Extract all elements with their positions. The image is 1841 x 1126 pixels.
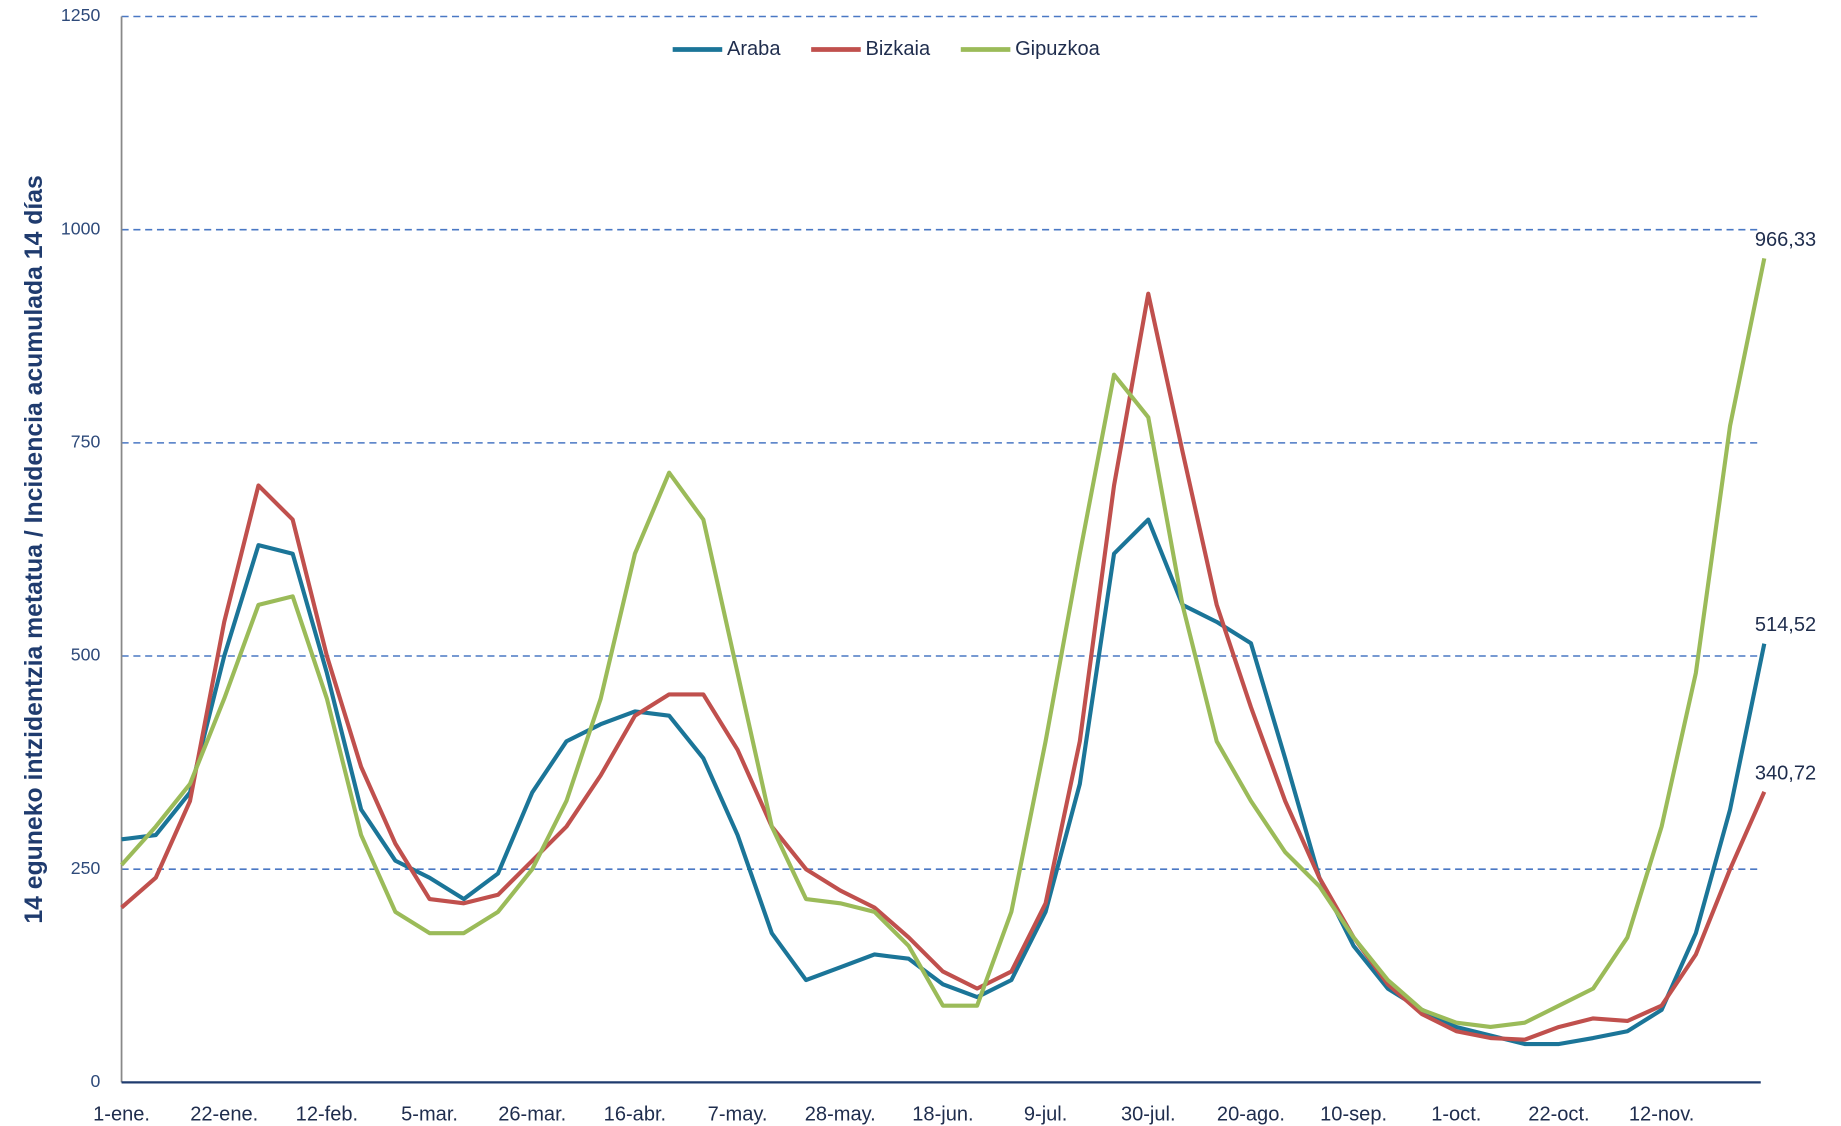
data-label: 340,72 <box>1755 762 1816 784</box>
x-tick-label: 9-jul. <box>1024 1104 1067 1126</box>
x-tick-label: 12-feb. <box>296 1104 358 1126</box>
y-tick-label: 500 <box>71 645 101 665</box>
y-tick-label: 250 <box>71 858 101 878</box>
x-tick-label: 7-may. <box>708 1104 768 1126</box>
x-tick-label: 26-mar. <box>498 1104 566 1126</box>
y-tick-label: 1250 <box>61 5 101 25</box>
x-tick-label: 12-nov. <box>1629 1104 1694 1126</box>
x-tick-label: 18-jun. <box>912 1104 973 1126</box>
x-tick-label: 28-may. <box>805 1104 876 1126</box>
data-label: 966,33 <box>1755 229 1816 251</box>
legend-label: Bizkaia <box>865 38 931 60</box>
y-axis-label: 14 eguneko intzidentzia metatua / Incide… <box>21 175 48 923</box>
x-tick-label: 30-jul. <box>1121 1104 1176 1126</box>
y-tick-label: 0 <box>90 1071 100 1091</box>
legend-label: Araba <box>727 38 781 60</box>
x-tick-label: 5-mar. <box>401 1104 458 1126</box>
x-tick-label: 22-ene. <box>190 1104 258 1126</box>
series-line <box>121 517 1767 1047</box>
x-tick-label: 22-oct. <box>1528 1104 1589 1126</box>
legend-label: Gipuzkoa <box>1015 38 1101 60</box>
data-label: 514,52 <box>1755 614 1816 636</box>
series-line <box>120 257 1767 1030</box>
x-tick-label: 1-ene. <box>93 1104 150 1126</box>
x-tick-label: 10-sep. <box>1320 1104 1387 1126</box>
series-line <box>120 291 1767 1042</box>
y-tick-label: 750 <box>71 432 101 452</box>
x-tick-label: 16-abr. <box>604 1104 666 1126</box>
x-tick-label: 20-ago. <box>1217 1104 1285 1126</box>
y-tick-label: 1000 <box>61 218 101 238</box>
x-tick-label: 1-oct. <box>1431 1104 1481 1126</box>
